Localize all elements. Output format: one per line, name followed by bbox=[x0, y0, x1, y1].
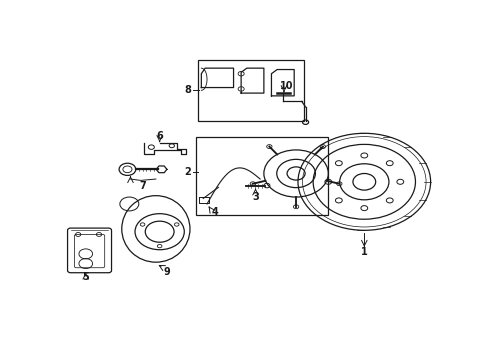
Bar bbox=[195, 138, 327, 215]
Text: 3: 3 bbox=[252, 192, 258, 202]
Text: 4: 4 bbox=[211, 207, 218, 217]
Text: 5: 5 bbox=[82, 273, 89, 283]
Text: 9: 9 bbox=[163, 267, 170, 277]
Text: 8: 8 bbox=[184, 85, 191, 95]
Text: 1: 1 bbox=[360, 247, 367, 257]
Bar bbox=[197, 60, 303, 121]
Text: 10: 10 bbox=[279, 81, 293, 91]
Text: 2: 2 bbox=[183, 167, 190, 177]
Text: 7: 7 bbox=[139, 181, 146, 191]
Text: 6: 6 bbox=[156, 131, 163, 141]
